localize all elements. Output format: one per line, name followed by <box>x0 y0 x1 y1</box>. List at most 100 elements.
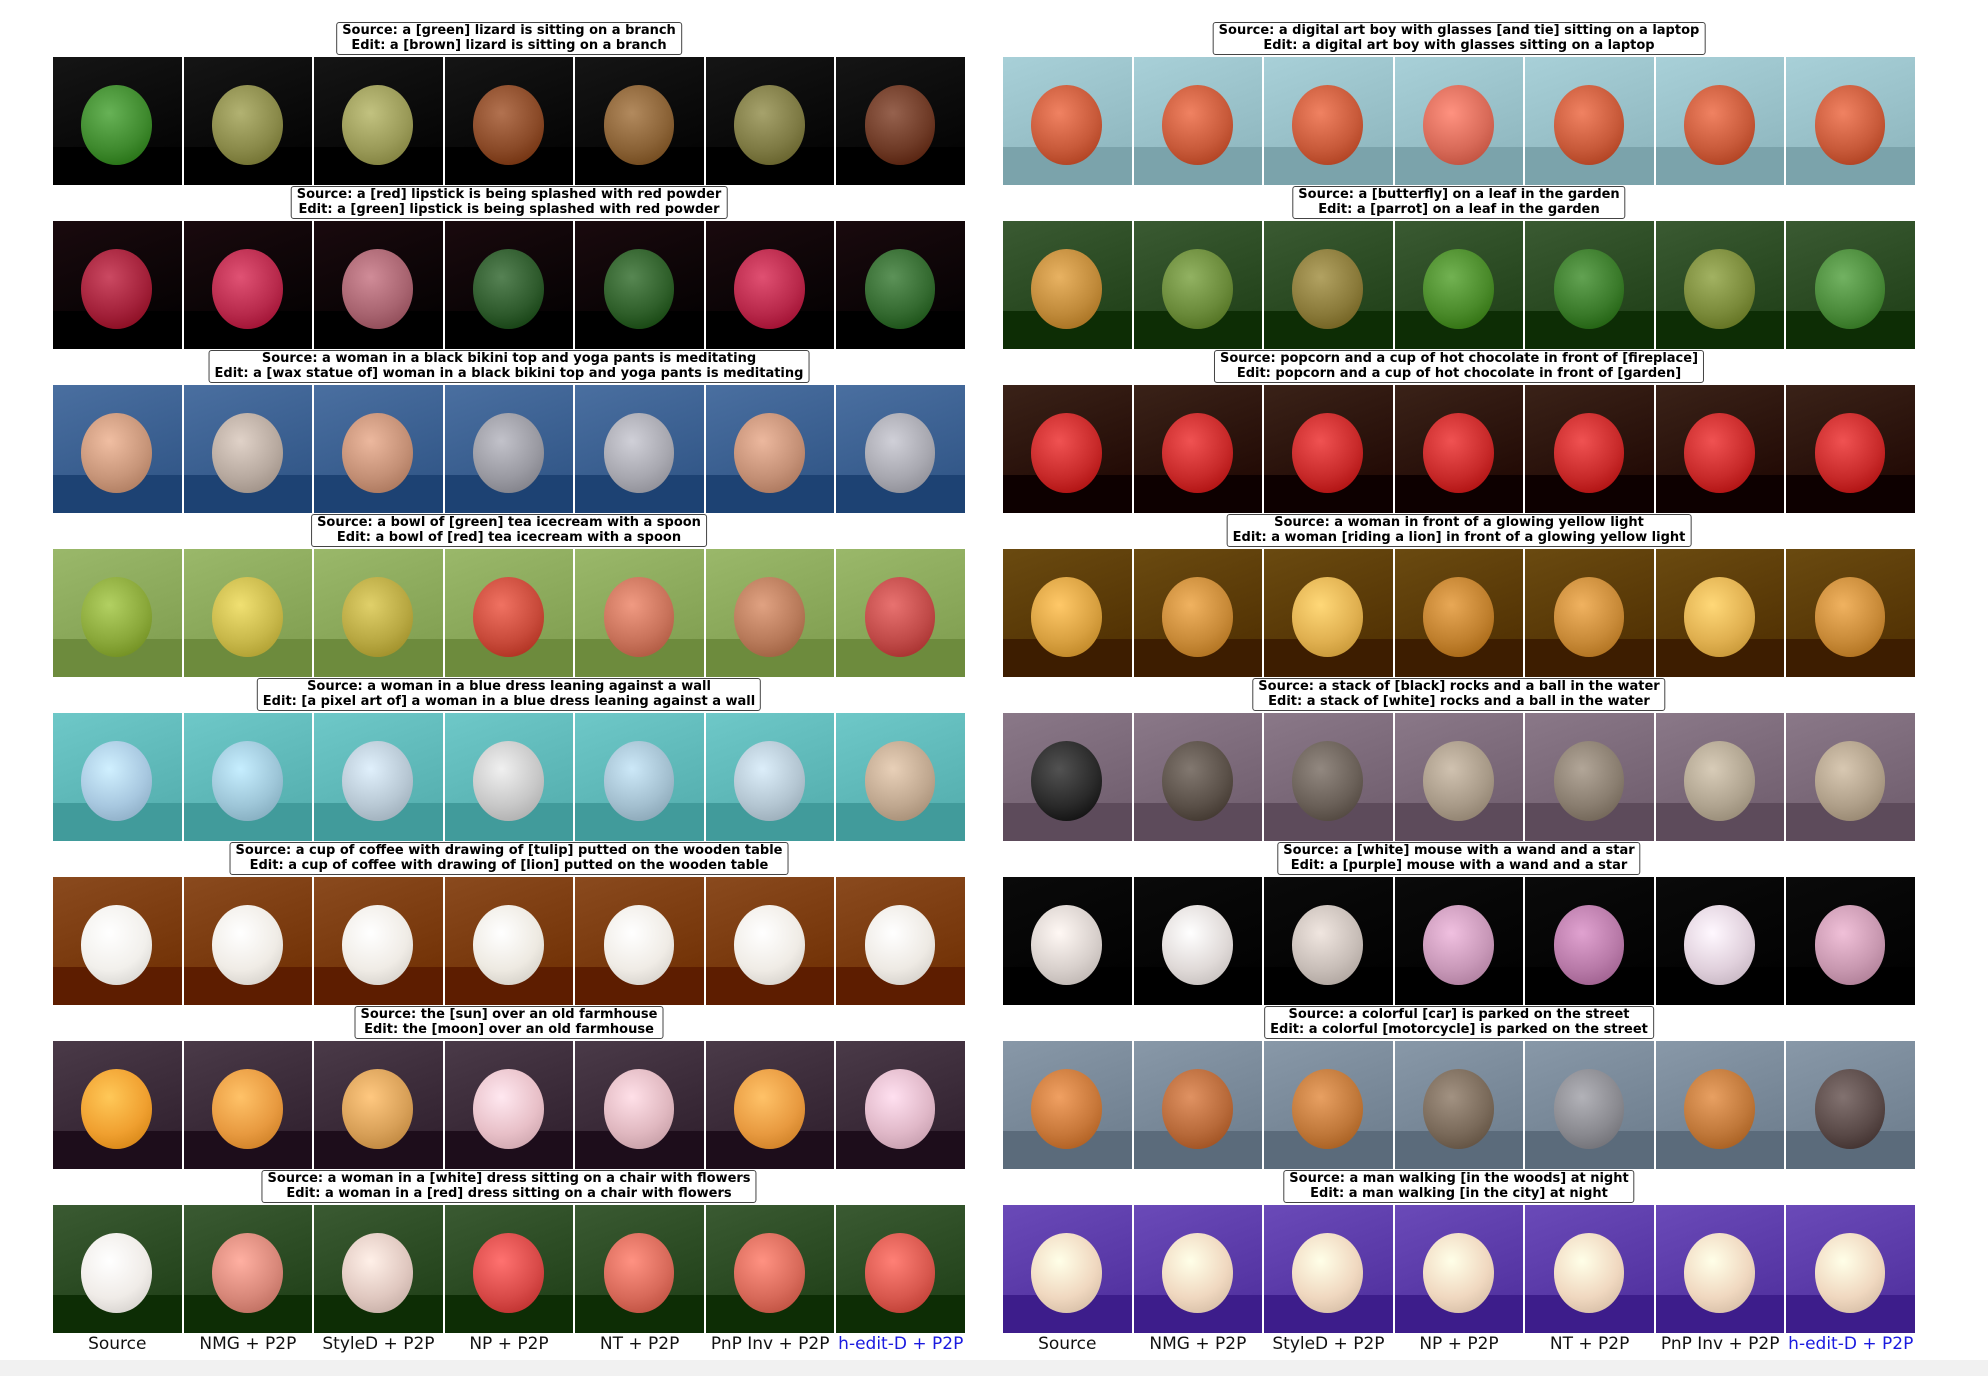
image-subject <box>1684 905 1755 985</box>
image-subject <box>1292 577 1364 657</box>
result-image-nmg-p2p <box>183 1041 313 1169</box>
result-image-h-edit-d-p2p <box>836 877 966 1005</box>
result-image-pnp-inv-p2p <box>1655 877 1785 1005</box>
result-image-nt-p2p <box>575 385 704 513</box>
result-image-h-edit-d-p2p <box>1786 713 1916 841</box>
image-subject <box>211 741 283 821</box>
image-subject <box>1684 577 1755 657</box>
result-image-styled-p2p <box>1264 57 1393 185</box>
result-image-nmg-p2p <box>1133 221 1263 349</box>
image-subject <box>1553 1069 1625 1149</box>
example-caption: Source: a man walking [in the woods] at … <box>1283 1170 1635 1203</box>
image-subject <box>342 905 414 985</box>
image-subject <box>473 905 544 985</box>
image-subject <box>81 85 152 165</box>
result-image-nmg-p2p <box>1133 1041 1263 1169</box>
result-image-styled-p2p <box>314 877 443 1005</box>
result-image-nmg-p2p <box>1133 385 1263 513</box>
caption-source-prompt: Source: popcorn and a cup of hot chocola… <box>1219 351 1699 366</box>
caption-edit-prompt: Edit: the [moon] over an old farmhouse <box>364 1022 654 1037</box>
image-subject <box>1292 1069 1364 1149</box>
left-example-1: Source: a [green] lizard is sitting on a… <box>53 18 966 185</box>
image-row <box>1003 877 1916 1005</box>
image-subject <box>864 249 936 329</box>
result-image-nt-p2p <box>575 57 704 185</box>
image-subject <box>1684 741 1755 821</box>
image-subject <box>1553 1233 1625 1313</box>
image-subject <box>342 1233 414 1313</box>
left-example-5: Source: a woman in a blue dress leaning … <box>53 674 966 841</box>
result-image-nmg-p2p <box>183 713 313 841</box>
image-subject <box>864 1069 936 1149</box>
result-image-np-p2p <box>444 713 574 841</box>
right-example-8: Source: a man walking [in the woods] at … <box>1003 1166 1916 1333</box>
result-image-source <box>53 57 182 185</box>
result-image-h-edit-d-p2p <box>1786 57 1916 185</box>
image-subject <box>1292 1233 1364 1313</box>
result-image-pnp-inv-p2p <box>705 221 835 349</box>
caption-edit-prompt: Edit: a [wax statue of] woman in a black… <box>214 366 804 381</box>
result-image-styled-p2p <box>1264 877 1393 1005</box>
method-label-nt: NT + P2P <box>599 1334 680 1354</box>
image-subject <box>1031 1233 1102 1313</box>
image-subject <box>342 577 414 657</box>
result-image-source <box>1003 221 1132 349</box>
image-subject <box>81 577 152 657</box>
result-image-np-p2p <box>444 57 574 185</box>
image-subject <box>864 413 936 493</box>
result-image-styled-p2p <box>1264 1041 1393 1169</box>
result-image-styled-p2p <box>1264 549 1393 677</box>
method-label-h-edit-d: h-edit-D + P2P <box>838 1334 964 1354</box>
result-image-nt-p2p <box>1525 549 1654 677</box>
result-image-nmg-p2p <box>183 57 313 185</box>
image-subject <box>81 413 152 493</box>
image-subject <box>1814 85 1886 165</box>
image-subject <box>211 905 283 985</box>
example-caption: Source: a woman in a [white] dress sitti… <box>261 1170 757 1203</box>
image-subject <box>473 413 544 493</box>
example-caption: Source: a [red] lipstick is being splash… <box>290 186 728 219</box>
image-subject <box>1161 85 1233 165</box>
result-image-pnp-inv-p2p <box>1655 221 1785 349</box>
result-image-h-edit-d-p2p <box>836 221 966 349</box>
image-subject <box>342 249 414 329</box>
page-bottom-edge <box>0 1360 1988 1376</box>
image-subject <box>734 741 805 821</box>
result-image-h-edit-d-p2p <box>836 549 966 677</box>
image-subject <box>1292 741 1364 821</box>
result-image-h-edit-d-p2p <box>1786 221 1916 349</box>
caption-edit-prompt: Edit: a stack of [white] rocks and a bal… <box>1268 694 1650 709</box>
method-label-source: Source <box>1038 1334 1097 1354</box>
image-subject <box>603 577 675 657</box>
image-subject <box>1814 741 1886 821</box>
image-subject <box>1814 1069 1886 1149</box>
result-image-styled-p2p <box>314 1205 443 1333</box>
caption-edit-prompt: Edit: a digital art boy with glasses sit… <box>1263 38 1655 53</box>
image-subject <box>734 85 805 165</box>
image-row <box>1003 57 1916 185</box>
image-subject <box>473 741 544 821</box>
image-subject <box>1031 577 1102 657</box>
method-label-source: Source <box>88 1334 147 1354</box>
result-image-source <box>53 877 182 1005</box>
caption-source-prompt: Source: a stack of [black] rocks and a b… <box>1258 679 1660 694</box>
left-method-labels: Source NMG + P2P StyleD + P2P NP + P2P N… <box>53 1334 965 1354</box>
right-example-4: Source: a woman in front of a glowing ye… <box>1003 510 1916 677</box>
result-image-np-p2p <box>1394 385 1524 513</box>
image-subject <box>81 1069 152 1149</box>
result-image-nmg-p2p <box>1133 1205 1263 1333</box>
result-image-pnp-inv-p2p <box>705 1205 835 1333</box>
result-image-nt-p2p <box>575 713 704 841</box>
result-image-np-p2p <box>444 385 574 513</box>
result-image-styled-p2p <box>314 549 443 677</box>
image-subject <box>1161 249 1233 329</box>
result-image-styled-p2p <box>314 57 443 185</box>
result-image-nmg-p2p <box>1133 549 1263 677</box>
result-image-pnp-inv-p2p <box>705 385 835 513</box>
left-example-8: Source: a woman in a [white] dress sitti… <box>53 1166 966 1333</box>
image-subject <box>1031 85 1102 165</box>
left-example-3: Source: a woman in a black bikini top an… <box>53 346 966 513</box>
result-image-np-p2p <box>1394 221 1524 349</box>
result-image-nmg-p2p <box>1133 57 1263 185</box>
result-image-h-edit-d-p2p <box>1786 549 1916 677</box>
